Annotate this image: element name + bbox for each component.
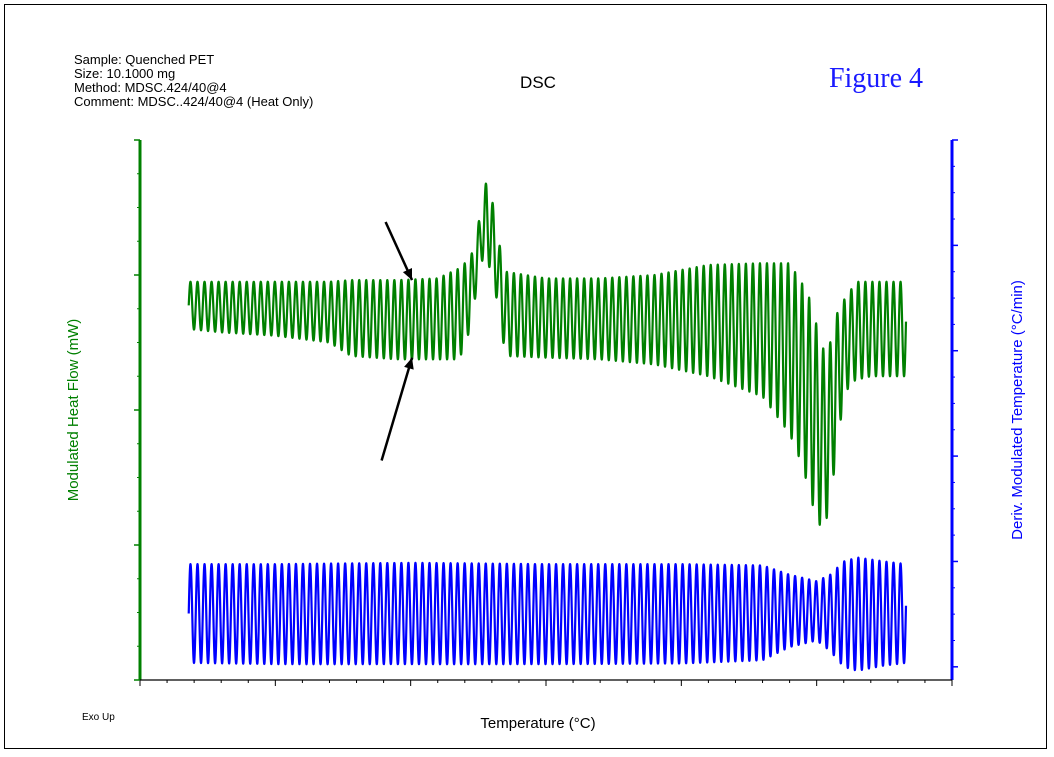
method-line: Method: MDSC.424/40@4	[74, 80, 227, 95]
figure-label: Figure 4	[829, 63, 923, 94]
sample-info: Sample: Quenched PET Size: 10.1000 mg Me…	[74, 53, 313, 109]
size-line: Size: 10.1000 mg	[74, 66, 176, 81]
y-axis-label: Modulated Heat Flow (mW)	[65, 319, 82, 502]
figure-frame	[4, 4, 1047, 749]
comment-line: Comment: MDSC..424/40@4 (Heat Only)	[74, 94, 314, 109]
exo-up-label: Exo Up	[82, 712, 115, 723]
x-axis-label: Temperature (°C)	[480, 715, 595, 732]
annotation-arrow-head	[404, 357, 414, 370]
series-line-heating-rate	[187, 556, 908, 672]
y2-axis-label: Deriv. Modulated Temperature (°C/min)	[1009, 280, 1026, 540]
chart-title: DSC	[520, 73, 556, 92]
annotation-arrow-head	[402, 267, 413, 281]
series-line-heat-flow	[187, 182, 908, 526]
sample-line: Sample: Quenched PET	[74, 52, 215, 67]
annotation-arrow-line	[380, 357, 414, 461]
plot-area	[134, 139, 958, 686]
